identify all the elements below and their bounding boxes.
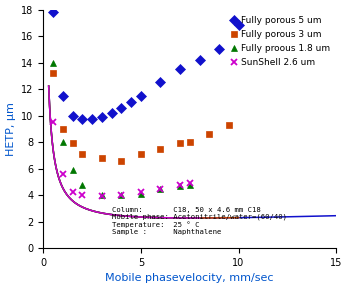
X-axis label: Mobile phasevelocity, mm/sec: Mobile phasevelocity, mm/sec xyxy=(105,273,274,284)
Fully porous 5 um xyxy=(237,24,241,27)
Fully porous 3 um xyxy=(207,132,211,136)
Fully porous 3 um xyxy=(51,71,55,75)
Fully porous 5 um xyxy=(158,81,163,84)
Fully porous 3 um xyxy=(178,142,182,145)
Fully proous 1.8 um xyxy=(61,140,65,144)
Fully porous 5 um xyxy=(70,114,74,117)
Fully porous 5 um xyxy=(80,117,84,121)
Fully proous 1.8 um xyxy=(119,193,124,197)
Fully proous 1.8 um xyxy=(51,61,55,64)
Fully proous 1.8 um xyxy=(188,183,192,186)
Text: Column:       C18, 50 x 4.6 mm C18
Mobile phase: Acetonitrile/water=(60/40)
Temp: Column: C18, 50 x 4.6 mm C18 Mobile phas… xyxy=(112,207,287,235)
Fully porous 3 um xyxy=(70,142,74,145)
Fully porous 5 um xyxy=(110,111,114,115)
Fully porous 5 um xyxy=(217,48,221,51)
Fully porous 3 um xyxy=(227,123,231,127)
Fully porous 5 um xyxy=(90,117,94,121)
SunShell 2.6 um xyxy=(51,121,55,124)
Fully porous 3 um xyxy=(61,127,65,131)
Fully proous 1.8 um xyxy=(158,187,163,190)
Fully porous 3 um xyxy=(188,140,192,144)
Fully proous 1.8 um xyxy=(80,183,84,186)
SunShell 2.6 um xyxy=(100,195,104,198)
Fully proous 1.8 um xyxy=(100,193,104,197)
Fully porous 3 um xyxy=(100,156,104,160)
Fully porous 5 um xyxy=(197,58,201,62)
SunShell 2.6 um xyxy=(80,193,84,197)
SunShell 2.6 um xyxy=(61,172,65,176)
Line: Fully porous 3 um: Fully porous 3 um xyxy=(49,70,232,164)
Fully proous 1.8 um xyxy=(139,192,143,196)
SunShell 2.6 um xyxy=(188,181,192,185)
Fully proous 1.8 um xyxy=(178,184,182,188)
SunShell 2.6 um xyxy=(139,191,143,194)
SunShell 2.6 um xyxy=(178,183,182,186)
Fully porous 5 um xyxy=(119,106,124,109)
Y-axis label: HETP, μm: HETP, μm xyxy=(6,102,16,156)
Fully porous 3 um xyxy=(80,152,84,156)
Legend: Fully porous 5 um, Fully porous 3 um, Fully proous 1.8 um, SunShell 2.6 um: Fully porous 5 um, Fully porous 3 um, Fu… xyxy=(228,14,332,68)
Fully porous 5 um xyxy=(51,10,55,14)
Fully porous 5 um xyxy=(100,115,104,119)
Fully porous 3 um xyxy=(119,159,124,162)
Line: Fully porous 5 um: Fully porous 5 um xyxy=(49,9,242,122)
Fully porous 3 um xyxy=(139,152,143,156)
Fully proous 1.8 um xyxy=(70,168,74,172)
Fully porous 5 um xyxy=(139,94,143,97)
Fully porous 5 um xyxy=(178,67,182,71)
Fully porous 5 um xyxy=(61,94,65,97)
Fully porous 5 um xyxy=(129,101,133,104)
SunShell 2.6 um xyxy=(70,191,74,194)
Line: Fully proous 1.8 um: Fully proous 1.8 um xyxy=(49,59,193,199)
SunShell 2.6 um xyxy=(119,193,124,197)
Fully porous 3 um xyxy=(158,147,163,151)
Line: SunShell 2.6 um: SunShell 2.6 um xyxy=(49,119,193,200)
SunShell 2.6 um xyxy=(158,187,163,190)
